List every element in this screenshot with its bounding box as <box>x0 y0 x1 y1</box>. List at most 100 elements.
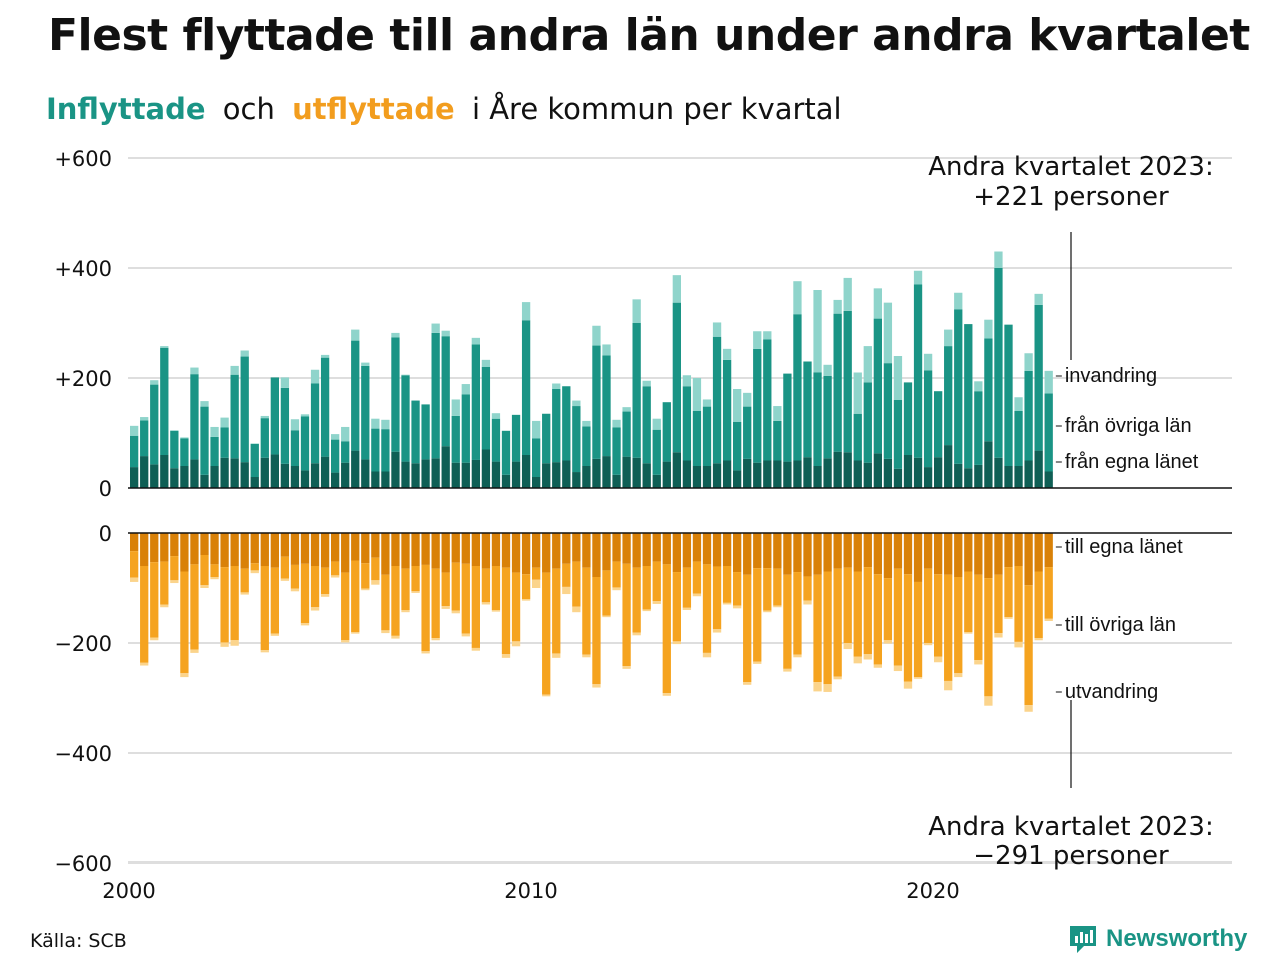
bar-out-segment <box>511 641 521 647</box>
bar-out-segment <box>331 575 340 578</box>
bar-out-segment <box>270 567 279 634</box>
bar-in-segment <box>210 466 219 488</box>
bar-out-segment <box>190 533 199 565</box>
bar-in-segment <box>501 430 511 475</box>
bar-out-segment <box>501 533 511 568</box>
bar-in-segment <box>923 353 933 371</box>
bar-in-segment <box>783 461 792 488</box>
bar-out-segment <box>873 574 882 665</box>
bar-out-segment <box>783 668 792 672</box>
bar-out-segment <box>1034 571 1043 639</box>
bar-out-segment <box>331 561 340 576</box>
bar-in-segment <box>220 457 229 488</box>
bar-in-segment <box>743 406 752 459</box>
bar-out-segment <box>954 533 963 577</box>
bar-in-segment <box>471 344 480 460</box>
bar-out-segment <box>984 696 993 706</box>
bar-out-segment <box>1004 567 1013 618</box>
bar-in-segment <box>632 299 641 323</box>
bar-out-segment <box>1034 638 1043 641</box>
bar-out-segment <box>974 574 983 661</box>
bar-in-segment <box>320 354 330 358</box>
bar-out-segment <box>913 677 923 679</box>
bar-out-segment <box>130 577 139 582</box>
bar-in-segment <box>582 420 591 427</box>
bar-out-segment <box>773 605 782 608</box>
bar-out-segment <box>632 632 641 636</box>
bar-in-segment <box>270 454 279 488</box>
bar-out-segment <box>712 629 722 633</box>
bar-out-segment <box>411 591 420 593</box>
bar-in-segment <box>230 374 239 459</box>
bar-out-segment <box>331 533 340 562</box>
bar-in-segment <box>853 372 862 414</box>
bar-out-segment <box>200 533 209 555</box>
bar-out-segment <box>351 632 360 634</box>
bar-in-segment <box>441 330 450 337</box>
bar-out-segment <box>150 533 159 563</box>
bar-out-segment <box>260 566 269 651</box>
bar-in-segment <box>692 466 702 488</box>
bar-out-segment <box>140 566 149 663</box>
bar-out-segment <box>491 610 501 612</box>
bar-in-segment <box>180 437 189 439</box>
bar-in-segment <box>913 284 923 458</box>
bar-in-segment <box>371 471 380 488</box>
bar-in-segment <box>260 457 269 488</box>
subtitle-rest: i Åre kommun per kvartal <box>471 92 842 126</box>
bar-in-segment <box>320 357 330 457</box>
bar-out-segment <box>300 623 310 626</box>
bar-in-segment <box>572 472 581 488</box>
bar-out-segment <box>491 566 501 610</box>
bar-out-segment <box>1014 641 1023 648</box>
bar-out-segment <box>582 654 591 658</box>
bar-out-segment <box>320 533 330 568</box>
bar-out-segment <box>190 564 199 650</box>
bar-out-segment <box>300 563 310 624</box>
bar-in-segment <box>140 456 149 488</box>
bar-out-segment <box>552 653 561 658</box>
bar-out-segment <box>903 574 913 682</box>
bar-out-segment <box>702 533 712 565</box>
bar-in-segment <box>803 361 812 458</box>
bar-out-segment <box>341 640 350 643</box>
bar-out-segment <box>743 574 752 683</box>
bar-out-segment <box>923 643 933 646</box>
bar-in-segment <box>702 399 712 407</box>
bar-out-segment <box>401 610 410 613</box>
bar-in-segment <box>421 459 430 488</box>
bar-in-segment <box>923 467 933 488</box>
bar-in-segment <box>883 302 893 364</box>
bar-in-segment <box>280 463 290 488</box>
bar-in-segment <box>361 459 370 488</box>
bar-in-segment <box>532 477 541 488</box>
bar-in-segment <box>190 374 199 460</box>
bar-in-segment <box>1024 353 1033 371</box>
bar-in-segment <box>954 309 963 464</box>
bar-in-segment <box>1044 370 1053 394</box>
bar-in-segment <box>863 382 872 463</box>
bar-out-segment <box>722 602 732 605</box>
bar-out-segment <box>381 630 390 634</box>
bar-in-segment <box>391 332 400 338</box>
bar-in-segment <box>733 389 742 422</box>
bar-out-segment <box>461 563 470 634</box>
bar-out-segment <box>160 604 169 608</box>
y-tick-label: 0 <box>99 522 112 546</box>
bar-in-segment <box>521 320 531 455</box>
bar-out-segment <box>843 643 852 650</box>
bar-in-segment <box>602 355 611 457</box>
bar-in-segment <box>290 430 300 466</box>
bar-in-segment <box>793 314 802 461</box>
bar-in-segment <box>883 458 893 488</box>
bar-in-segment <box>823 458 832 488</box>
bar-in-segment <box>793 460 802 488</box>
bar-in-segment <box>843 277 852 311</box>
bar-out-segment <box>602 615 611 618</box>
bar-in-segment <box>310 383 320 464</box>
bar-in-segment <box>893 468 903 488</box>
bar-in-segment <box>602 456 611 488</box>
bar-in-segment <box>491 461 501 488</box>
bar-in-segment <box>270 377 279 455</box>
bar-in-segment <box>371 418 380 429</box>
